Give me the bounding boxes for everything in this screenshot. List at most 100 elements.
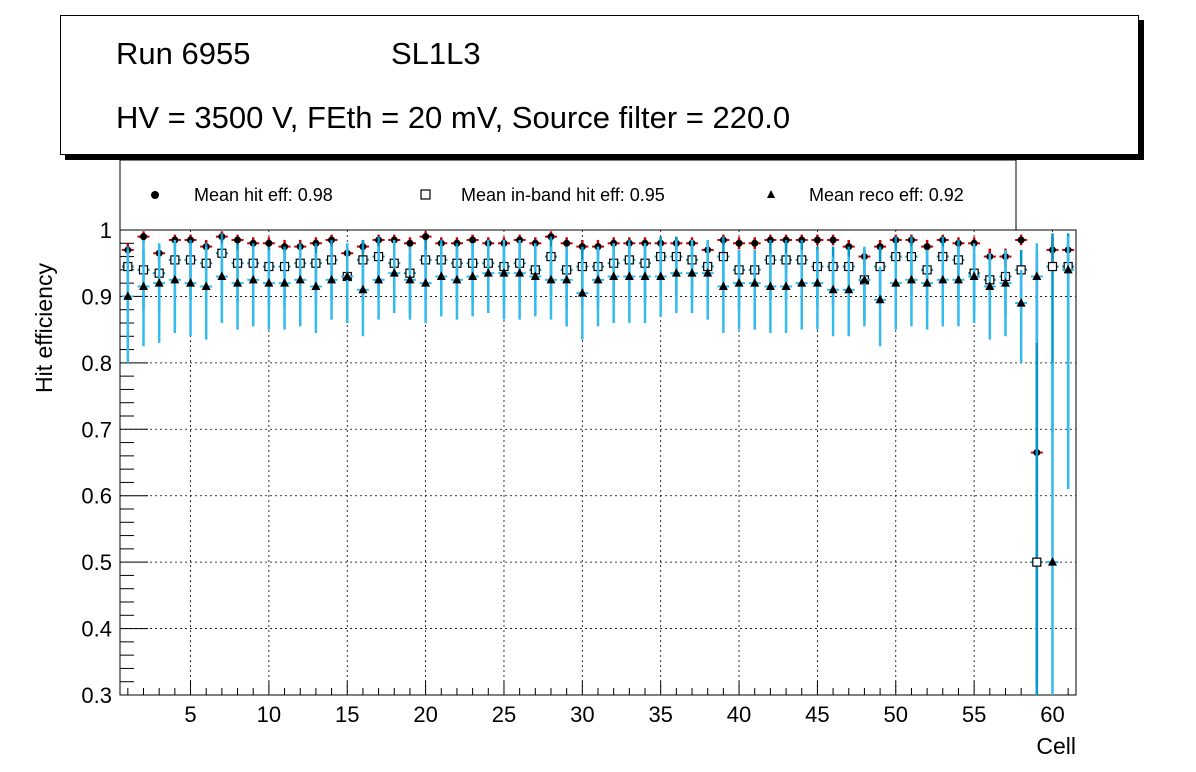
reco-eff-point bbox=[483, 268, 493, 277]
reco-eff-point bbox=[844, 284, 854, 294]
reco-eff-point bbox=[358, 284, 368, 294]
reco-eff-point bbox=[703, 268, 713, 277]
hit-eff-point bbox=[140, 233, 148, 241]
reco-eff-point bbox=[609, 271, 619, 280]
hit-eff-point bbox=[813, 236, 821, 244]
reco-eff-point bbox=[828, 284, 838, 294]
reco-eff-point bbox=[985, 281, 995, 290]
hit-eff-point bbox=[751, 239, 759, 247]
reco-eff-point bbox=[953, 274, 963, 284]
reco-eff-point bbox=[656, 271, 666, 280]
hit-eff-point bbox=[735, 239, 743, 247]
reco-eff-point bbox=[389, 268, 399, 277]
reco-eff-point bbox=[969, 271, 979, 280]
reco-eff-point bbox=[499, 268, 509, 277]
reco-eff-point bbox=[530, 271, 540, 280]
x-tick-label: 40 bbox=[727, 702, 751, 727]
hit-eff-point bbox=[406, 239, 414, 247]
reco-eff-point bbox=[875, 294, 885, 304]
reco-eff-point bbox=[374, 274, 384, 284]
hit-eff-point bbox=[923, 243, 931, 251]
x-tick-label: 45 bbox=[805, 702, 829, 727]
reco-eff-point bbox=[436, 271, 446, 280]
reco-eff-point bbox=[217, 271, 227, 280]
reco-eff-point bbox=[546, 274, 556, 284]
reco-eff-point bbox=[468, 271, 478, 280]
data-series bbox=[121, 231, 1075, 695]
x-tick-label: 25 bbox=[492, 702, 516, 727]
y-tick-label: 0.7 bbox=[81, 417, 112, 442]
reco-eff-point bbox=[1063, 264, 1073, 274]
reco-eff-point bbox=[765, 281, 775, 290]
reco-eff-point bbox=[687, 268, 697, 277]
settings-label: HV = 3500 V, FEth = 20 mV, Source filter… bbox=[116, 100, 791, 135]
hit-eff-point bbox=[1017, 236, 1025, 244]
legend-hit-marker-icon bbox=[151, 191, 159, 199]
x-tick-label: 5 bbox=[184, 702, 196, 727]
reco-eff-point bbox=[123, 291, 133, 300]
inband-eff-point bbox=[1047, 261, 1058, 272]
legend-reco-marker-icon bbox=[767, 190, 775, 198]
reco-eff-point bbox=[593, 274, 603, 284]
legend: Mean hit eff: 0.98 Mean in-band hit eff:… bbox=[119, 159, 1017, 231]
title-box: Run 6955 SL1L3 HV = 3500 V, FEth = 20 mV… bbox=[60, 15, 1139, 155]
x-tick-label: 15 bbox=[335, 702, 359, 727]
reco-eff-point bbox=[1047, 557, 1057, 566]
reco-eff-point bbox=[139, 281, 149, 290]
reco-eff-point bbox=[327, 274, 337, 284]
run-label: Run 6955 bbox=[116, 36, 251, 71]
reco-eff-point bbox=[640, 271, 650, 280]
reco-eff-point bbox=[891, 278, 901, 287]
reco-eff-point bbox=[859, 274, 869, 284]
layer-label: SL1L3 bbox=[391, 36, 481, 71]
reco-eff-point bbox=[170, 274, 180, 284]
reco-eff-point bbox=[154, 278, 164, 287]
reco-eff-point bbox=[405, 274, 415, 284]
legend-reco-label: Mean reco eff: 0.92 bbox=[809, 185, 964, 205]
legend-inband-label: Mean in-band hit eff: 0.95 bbox=[461, 185, 665, 205]
reco-eff-point bbox=[734, 278, 744, 287]
reco-eff-point bbox=[421, 278, 431, 287]
inband-eff-point bbox=[1032, 557, 1042, 567]
x-axis-label: Cell bbox=[1036, 733, 1076, 759]
reco-eff-point bbox=[280, 278, 290, 287]
reco-eff-point bbox=[233, 278, 243, 287]
reco-eff-point bbox=[624, 271, 634, 280]
reco-eff-point bbox=[577, 288, 587, 297]
reco-eff-point bbox=[938, 274, 948, 284]
reco-eff-point bbox=[922, 278, 932, 287]
x-tick-label: 50 bbox=[884, 702, 908, 727]
reco-eff-point bbox=[311, 281, 321, 290]
legend-hit-label: Mean hit eff: 0.98 bbox=[194, 185, 333, 205]
reco-eff-point bbox=[452, 274, 462, 284]
hit-eff-point bbox=[563, 239, 571, 247]
hit-eff-point bbox=[829, 236, 837, 244]
x-tick-label: 35 bbox=[648, 702, 672, 727]
reco-eff-point bbox=[248, 274, 258, 284]
y-tick-label: 0.8 bbox=[81, 351, 112, 376]
y-tick-label: 1 bbox=[100, 218, 112, 243]
x-tick-label: 55 bbox=[962, 702, 986, 727]
hit-eff-point bbox=[422, 233, 430, 241]
reco-eff-point bbox=[906, 274, 916, 284]
y-tick-label: 0.9 bbox=[81, 284, 112, 309]
reco-eff-point bbox=[718, 281, 728, 290]
x-tick-label: 10 bbox=[257, 702, 281, 727]
reco-eff-point bbox=[781, 281, 791, 290]
hit-eff-point bbox=[265, 239, 273, 247]
reco-eff-point bbox=[1032, 271, 1042, 280]
x-tick-label: 60 bbox=[1040, 702, 1064, 727]
y-tick-label: 0.3 bbox=[81, 683, 112, 708]
y-tick-label: 0.6 bbox=[81, 484, 112, 509]
legend-inband-marker-icon bbox=[420, 189, 431, 200]
x-tick-label: 30 bbox=[570, 702, 594, 727]
reco-eff-point bbox=[264, 278, 274, 287]
reco-eff-point bbox=[812, 278, 822, 287]
y-tick-label: 0.4 bbox=[81, 617, 112, 642]
reco-eff-point bbox=[295, 274, 305, 284]
reco-eff-point bbox=[1000, 278, 1010, 287]
reco-eff-point bbox=[562, 274, 572, 284]
reco-eff-point bbox=[797, 278, 807, 287]
hit-eff-point bbox=[469, 236, 477, 244]
